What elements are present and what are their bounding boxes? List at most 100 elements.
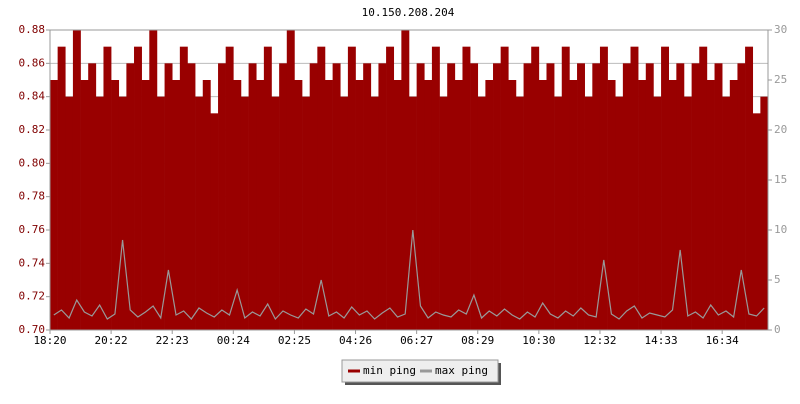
bar: [126, 63, 135, 330]
bar: [691, 63, 700, 330]
bar: [370, 96, 379, 331]
bar: [111, 80, 120, 330]
bar: [531, 46, 540, 331]
bar: [363, 63, 372, 330]
bar: [554, 96, 563, 331]
bar: [317, 46, 326, 331]
bar: [546, 63, 555, 330]
x-tick-label: 04:26: [339, 334, 372, 347]
bar: [233, 80, 242, 330]
bar: [118, 96, 127, 331]
x-tick-label: 08:29: [461, 334, 494, 347]
bar: [737, 63, 746, 330]
bar: [615, 96, 624, 331]
bar: [179, 46, 188, 331]
bar: [431, 46, 440, 331]
bar: [599, 46, 608, 331]
line: [53, 229, 765, 321]
bar: [271, 96, 280, 331]
legend-label: min ping: [363, 364, 416, 377]
bar: [699, 46, 708, 331]
y-tick-label: 0.78: [19, 190, 46, 203]
bar: [309, 63, 318, 330]
bar: [447, 63, 456, 330]
bar: [386, 46, 395, 331]
y-tick-label: 0.86: [19, 56, 46, 69]
plot-frame: [49, 29, 769, 331]
x-tick-label: 20:22: [95, 334, 128, 347]
bar: [722, 96, 731, 331]
bar: [103, 46, 112, 331]
bar: [256, 80, 265, 330]
bar: [225, 46, 234, 331]
bar: [577, 63, 585, 330]
bar: [622, 63, 631, 330]
bar: [210, 113, 219, 330]
bar: [95, 96, 104, 331]
bar: [172, 80, 181, 330]
bar: [302, 96, 311, 331]
bar: [65, 96, 74, 331]
bar: [592, 63, 601, 330]
bar: [645, 63, 654, 330]
y-tick-label: 0.70: [19, 323, 46, 336]
chart-title: 10.150.208.204: [362, 6, 455, 19]
bar: [195, 96, 204, 331]
bar: [661, 46, 670, 331]
bar: [202, 80, 211, 330]
bar: [134, 46, 142, 331]
bar: [683, 96, 692, 331]
bar: [493, 63, 501, 330]
bar: [347, 46, 356, 331]
x-tick-label: 10:30: [522, 334, 555, 347]
bar: [263, 46, 272, 331]
legend-label: max ping: [435, 364, 488, 377]
x-tick-label: 18:20: [33, 334, 66, 347]
bar: [240, 96, 249, 331]
y2-tick-label: 10: [774, 223, 787, 236]
bar: [477, 96, 486, 331]
bar: [80, 80, 89, 330]
bar: [416, 63, 425, 330]
bar: [50, 80, 58, 330]
bar: [401, 30, 410, 330]
bar: [760, 96, 769, 331]
bar: [72, 30, 81, 330]
bar: [141, 80, 150, 330]
bar: [324, 80, 333, 330]
bar: [409, 96, 417, 331]
y2-tick-label: 5: [774, 273, 781, 286]
bar: [156, 96, 165, 331]
bar: [538, 80, 547, 330]
bar: [569, 80, 578, 330]
bar: [248, 63, 257, 330]
bar: [332, 63, 341, 330]
bar: [218, 63, 226, 330]
bar: [57, 46, 66, 331]
bar: [630, 46, 639, 331]
x-tick-label: 02:25: [278, 334, 311, 347]
bar: [676, 63, 685, 330]
bar: [149, 30, 158, 330]
y2-tick-label: 0: [774, 323, 781, 336]
bar: [286, 30, 295, 330]
legend: min ping max ping: [341, 359, 501, 385]
bar: [294, 80, 303, 330]
x-tick-label: 12:32: [583, 334, 616, 347]
y-tick-label: 0.88: [19, 23, 46, 36]
bar: [355, 80, 364, 330]
bar: [340, 96, 349, 331]
bar: [279, 63, 288, 330]
bar: [584, 96, 593, 331]
bar: [164, 63, 173, 330]
bar: [439, 96, 448, 331]
y2-tick-label: 15: [774, 173, 787, 186]
x-tick-label: 00:24: [217, 334, 250, 347]
bar: [515, 96, 524, 331]
x-tick-label: 16:34: [706, 334, 739, 347]
bar: [424, 80, 433, 330]
y2-tick-label: 30: [774, 23, 787, 36]
bar: [714, 63, 723, 330]
bar: [706, 80, 715, 330]
x-tick-label: 06:27: [400, 334, 433, 347]
